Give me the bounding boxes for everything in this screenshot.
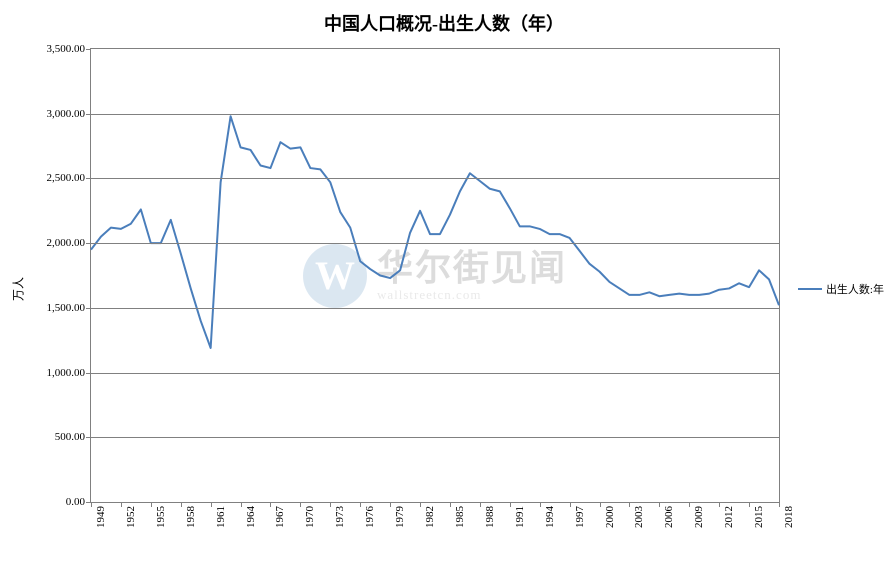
xtick-label: 1988 — [484, 506, 496, 528]
xtick-mark — [450, 502, 451, 507]
ytick-mark — [86, 114, 91, 115]
xtick-label: 1994 — [544, 506, 556, 528]
xtick-label: 2015 — [753, 506, 765, 528]
grid-line — [91, 178, 779, 179]
xtick-label: 2012 — [723, 506, 735, 528]
xtick-mark — [480, 502, 481, 507]
xtick-mark — [121, 502, 122, 507]
xtick-mark — [510, 502, 511, 507]
ytick-mark — [86, 243, 91, 244]
ytick-mark — [86, 178, 91, 179]
ytick-label: 2,500.00 — [47, 172, 86, 184]
xtick-label: 1955 — [155, 506, 167, 528]
xtick-mark — [570, 502, 571, 507]
xtick-label: 1970 — [304, 506, 316, 528]
grid-line — [91, 114, 779, 115]
ytick-label: 3,000.00 — [47, 108, 86, 120]
xtick-label: 2003 — [633, 506, 645, 528]
xtick-mark — [300, 502, 301, 507]
xtick-label: 1991 — [514, 506, 526, 528]
grid-line — [91, 437, 779, 438]
xtick-label: 1964 — [245, 506, 257, 528]
y-axis-label: 万人 — [10, 276, 27, 300]
ytick-label: 1,500.00 — [47, 302, 86, 314]
chart-container: 中国人口概况-出生人数（年） 万人 W 华尔街见闻 wallstreetcn.c… — [0, 0, 888, 577]
legend-label: 出生人数:年 — [826, 281, 884, 297]
xtick-mark — [211, 502, 212, 507]
chart-title: 中国人口概况-出生人数（年） — [0, 10, 888, 36]
xtick-mark — [330, 502, 331, 507]
ytick-label: 1,000.00 — [47, 367, 86, 379]
line-series — [91, 49, 779, 502]
xtick-mark — [390, 502, 391, 507]
xtick-label: 2009 — [693, 506, 705, 528]
ytick-mark — [86, 373, 91, 374]
xtick-label: 1973 — [334, 506, 346, 528]
ytick-mark — [86, 49, 91, 50]
xtick-mark — [779, 502, 780, 507]
xtick-mark — [689, 502, 690, 507]
xtick-label: 1979 — [394, 506, 406, 528]
xtick-label: 1952 — [125, 506, 137, 528]
xtick-mark — [629, 502, 630, 507]
xtick-label: 1976 — [364, 506, 376, 528]
ytick-mark — [86, 437, 91, 438]
legend: 出生人数:年 — [798, 281, 884, 297]
data-line — [91, 116, 779, 348]
xtick-label: 1958 — [185, 506, 197, 528]
ytick-label: 500.00 — [55, 431, 85, 443]
xtick-mark — [270, 502, 271, 507]
legend-line-icon — [798, 288, 822, 290]
xtick-label: 1949 — [95, 506, 107, 528]
xtick-label: 2006 — [663, 506, 675, 528]
xtick-label: 1997 — [574, 506, 586, 528]
xtick-mark — [91, 502, 92, 507]
xtick-mark — [181, 502, 182, 507]
xtick-label: 1961 — [215, 506, 227, 528]
grid-line — [91, 308, 779, 309]
xtick-mark — [749, 502, 750, 507]
xtick-label: 2018 — [783, 506, 795, 528]
xtick-mark — [241, 502, 242, 507]
ytick-mark — [86, 308, 91, 309]
grid-line — [91, 373, 779, 374]
xtick-mark — [600, 502, 601, 507]
xtick-mark — [360, 502, 361, 507]
xtick-mark — [151, 502, 152, 507]
grid-line — [91, 243, 779, 244]
xtick-mark — [659, 502, 660, 507]
xtick-label: 2000 — [604, 506, 616, 528]
xtick-label: 1967 — [274, 506, 286, 528]
xtick-mark — [719, 502, 720, 507]
ytick-label: 3,500.00 — [47, 43, 86, 55]
xtick-mark — [420, 502, 421, 507]
plot-area: W 华尔街见闻 wallstreetcn.com 0.00500.001,000… — [90, 48, 780, 503]
xtick-label: 1985 — [454, 506, 466, 528]
ytick-label: 2,000.00 — [47, 237, 86, 249]
ytick-label: 0.00 — [66, 496, 85, 508]
xtick-mark — [540, 502, 541, 507]
xtick-label: 1982 — [424, 506, 436, 528]
